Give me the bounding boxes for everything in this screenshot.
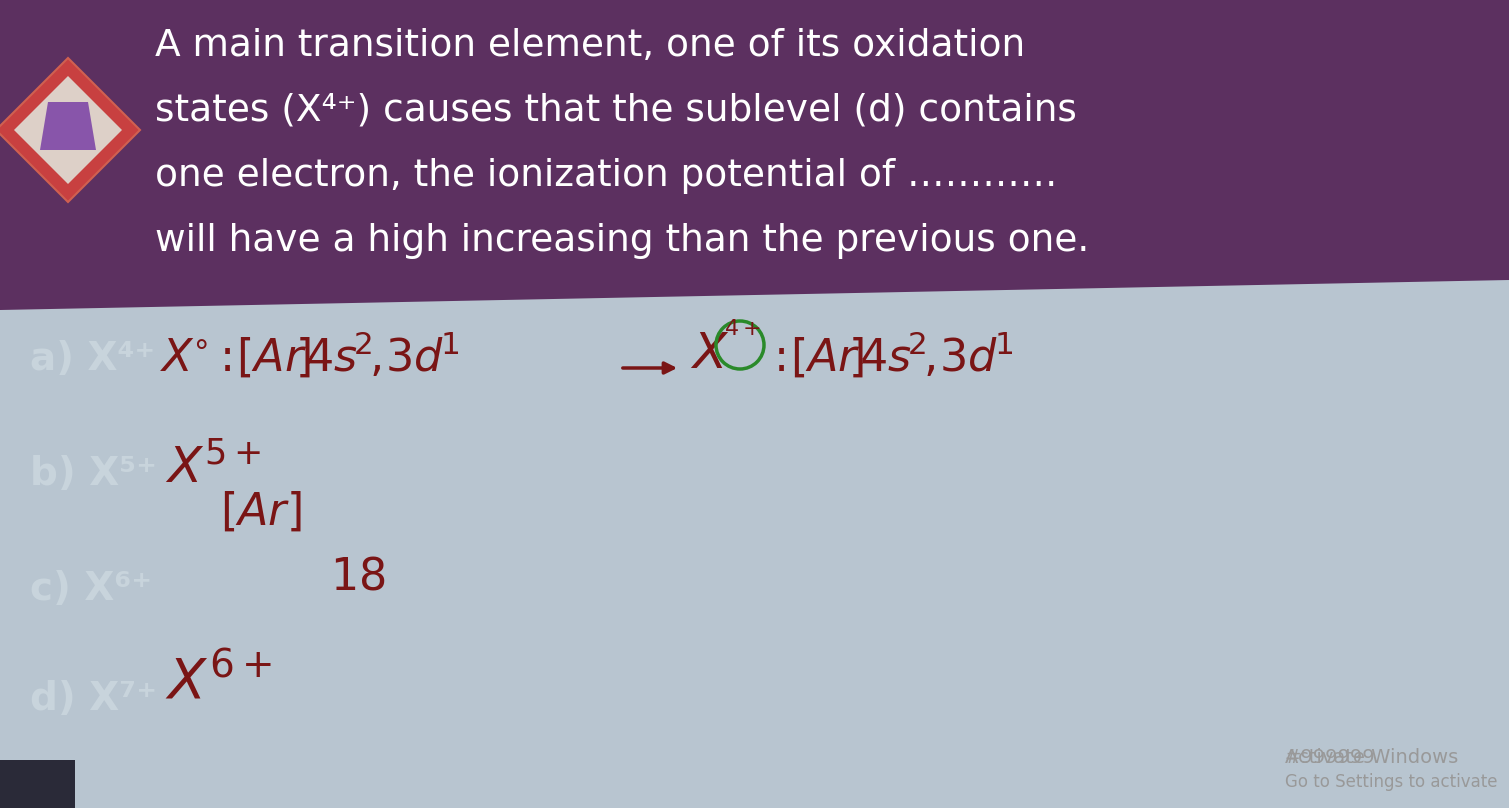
Text: a) X⁴⁺: a) X⁴⁺ (30, 340, 155, 378)
Text: #999999: #999999 (1286, 748, 1376, 767)
Text: d) X⁷⁺: d) X⁷⁺ (30, 680, 157, 718)
Text: c) X⁶⁺: c) X⁶⁺ (30, 570, 152, 608)
Text: one electron, the ionization potential of …………: one electron, the ionization potential o… (155, 158, 1058, 194)
Text: $4+$: $4+$ (724, 318, 761, 340)
Text: $X\!^\circ\!:\![Ar\!]\!4s^{\!2\!},\!3d^{\!1}$: $X\!^\circ\!:\![Ar\!]\!4s^{\!2\!},\!3d^{… (160, 330, 459, 381)
Text: Activate Windows: Activate Windows (1286, 748, 1458, 767)
Text: $[Ar]$: $[Ar]$ (220, 490, 302, 534)
Text: $X^{6+}$: $X^{6+}$ (164, 655, 272, 710)
Polygon shape (41, 102, 97, 150)
Text: Go to Settings to activate: Go to Settings to activate (1286, 773, 1497, 791)
Text: states (X⁴⁺) causes that the sublevel (d) contains: states (X⁴⁺) causes that the sublevel (d… (155, 93, 1077, 129)
Text: b) X⁵⁺: b) X⁵⁺ (30, 455, 157, 493)
Polygon shape (0, 58, 140, 202)
Polygon shape (14, 76, 122, 184)
Polygon shape (0, 760, 75, 808)
Polygon shape (0, 0, 1509, 310)
Text: $:\![Ar\!]\!4s^{\!2\!},\!3d^{\!1}$: $:\![Ar\!]\!4s^{\!2\!},\!3d^{\!1}$ (765, 330, 1013, 381)
Text: $18$: $18$ (330, 555, 386, 598)
Text: will have a high increasing than the previous one.: will have a high increasing than the pre… (155, 223, 1089, 259)
Text: $X$: $X$ (690, 330, 729, 380)
Text: A main transition element, one of its oxidation: A main transition element, one of its ox… (155, 28, 1025, 64)
Text: $X^{5+}$: $X^{5+}$ (164, 445, 261, 494)
